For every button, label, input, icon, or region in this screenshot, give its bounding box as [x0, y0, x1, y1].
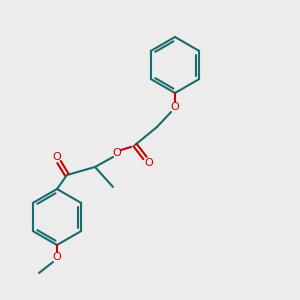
Text: O: O — [52, 152, 62, 162]
Text: O: O — [52, 252, 62, 262]
Text: O: O — [112, 148, 122, 158]
Text: O: O — [145, 158, 153, 168]
Text: O: O — [171, 102, 179, 112]
